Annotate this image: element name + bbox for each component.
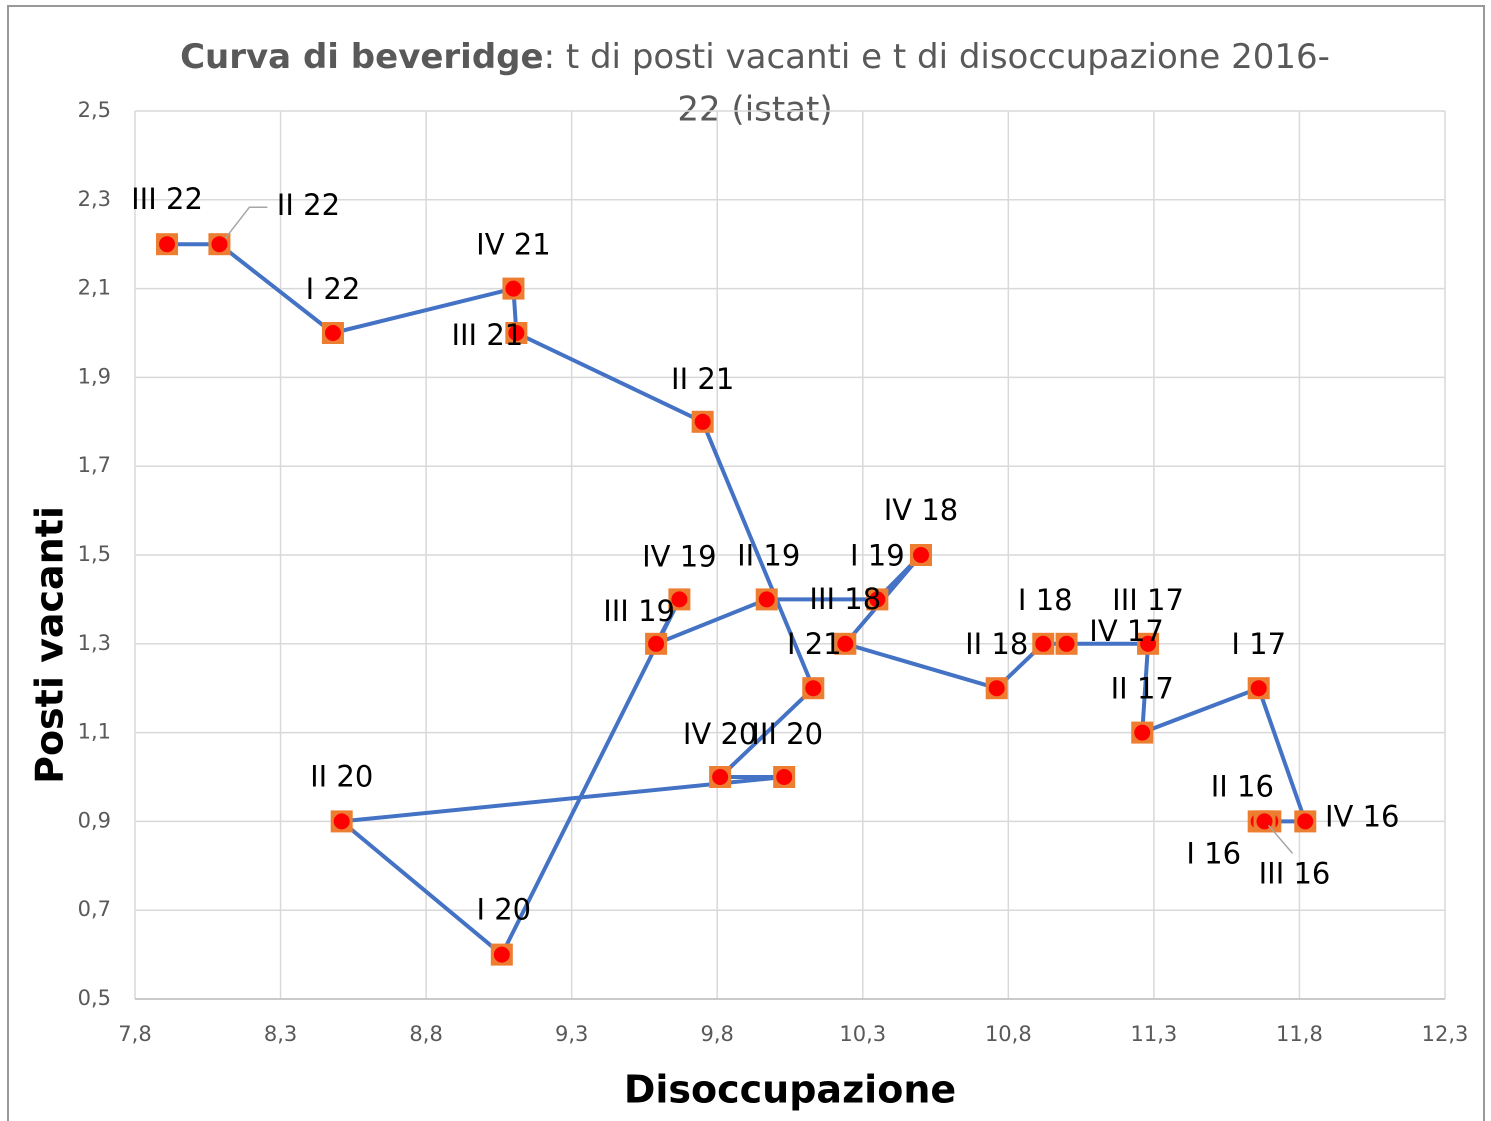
data-label: II 17 <box>1111 672 1174 706</box>
data-label: I 19 <box>850 538 905 572</box>
x-axis-title: Disoccupazione <box>624 1068 956 1112</box>
data-label: I 20 <box>476 893 531 927</box>
data-label: IV 20 <box>683 717 758 751</box>
chart-title-line: 22 (istat) <box>677 90 832 130</box>
chart-border <box>7 5 1485 1121</box>
point <box>1058 635 1075 652</box>
point <box>988 680 1005 697</box>
point <box>493 946 510 963</box>
title-part: : t di posti vacanti e t di disoccupazio… <box>544 37 1330 77</box>
data-label: I 18 <box>1018 583 1073 617</box>
data-label: III 21 <box>451 318 523 352</box>
point <box>805 680 822 697</box>
x-tick-label: 12,3 <box>1422 1022 1469 1046</box>
point <box>1134 724 1151 741</box>
x-tick-label: 10,3 <box>839 1022 886 1046</box>
data-label: I 21 <box>787 627 842 661</box>
y-tick-label: 2,5 <box>78 98 111 122</box>
point <box>505 280 522 297</box>
data-label: II 19 <box>737 538 800 572</box>
y-tick-label: 2,1 <box>78 276 111 300</box>
point <box>671 591 688 608</box>
y-tick-label: 1,5 <box>78 542 111 566</box>
x-tick-label: 11,8 <box>1276 1022 1323 1046</box>
x-tick-label: 7,8 <box>118 1022 151 1046</box>
data-label: III 22 <box>131 182 203 216</box>
data-label: II 20 <box>310 759 373 793</box>
point <box>508 325 525 341</box>
data-label: I 22 <box>306 272 361 306</box>
data-label: III 17 <box>1112 583 1184 617</box>
data-label: I 16 <box>1186 836 1241 870</box>
point <box>712 769 729 785</box>
data-label: III 18 <box>809 582 881 616</box>
leader-line <box>224 206 268 239</box>
data-label: II 16 <box>1211 769 1274 803</box>
x-tick-label: 8,8 <box>409 1022 442 1046</box>
point <box>694 413 711 430</box>
point <box>837 635 854 652</box>
y-tick-label: 0,5 <box>78 986 111 1010</box>
point <box>648 635 665 652</box>
x-tick-label: 8,3 <box>264 1022 297 1046</box>
point <box>1140 635 1157 652</box>
point <box>776 769 793 785</box>
data-label: III 20 <box>751 717 823 751</box>
data-label: II 22 <box>277 188 340 222</box>
y-tick-label: 1,1 <box>78 720 111 744</box>
y-tick-label: 0,7 <box>78 897 111 921</box>
chart-title: Curva di beveridge: t di posti vacanti e… <box>180 37 1330 77</box>
data-label: II 21 <box>671 362 734 396</box>
x-tick-label: 10,8 <box>985 1022 1032 1046</box>
point <box>333 813 350 830</box>
y-tick-label: 2,3 <box>78 187 111 211</box>
point <box>324 325 341 341</box>
data-label: IV 17 <box>1089 614 1164 648</box>
data-label: III 19 <box>603 594 675 628</box>
leader-line <box>1267 824 1294 854</box>
data-label: III 16 <box>1259 856 1331 890</box>
y-tick-label: 1,7 <box>78 453 111 477</box>
point <box>758 591 775 608</box>
data-label: IV 19 <box>642 539 717 573</box>
point <box>1297 813 1314 830</box>
y-axis-title: Posti vacanti <box>28 506 72 784</box>
data-label: IV 16 <box>1325 799 1400 833</box>
point <box>1250 680 1267 697</box>
y-tick-label: 1,3 <box>78 631 111 655</box>
point <box>211 236 228 253</box>
data-label: I 17 <box>1231 627 1286 661</box>
y-tick-label: 1,9 <box>78 364 111 388</box>
data-label: IV 21 <box>476 228 551 262</box>
x-tick-label: 11,3 <box>1131 1022 1178 1046</box>
point <box>1035 635 1052 652</box>
y-tick-label: 0,9 <box>78 808 111 832</box>
x-tick-label: 9,8 <box>701 1022 734 1046</box>
data-label: II 18 <box>965 627 1028 661</box>
point <box>869 591 886 608</box>
title-bold: Curva di beveridge <box>180 37 543 77</box>
point <box>913 547 929 563</box>
x-tick-label: 9,3 <box>555 1022 588 1046</box>
data-label: IV 18 <box>884 493 959 527</box>
point <box>159 236 176 253</box>
